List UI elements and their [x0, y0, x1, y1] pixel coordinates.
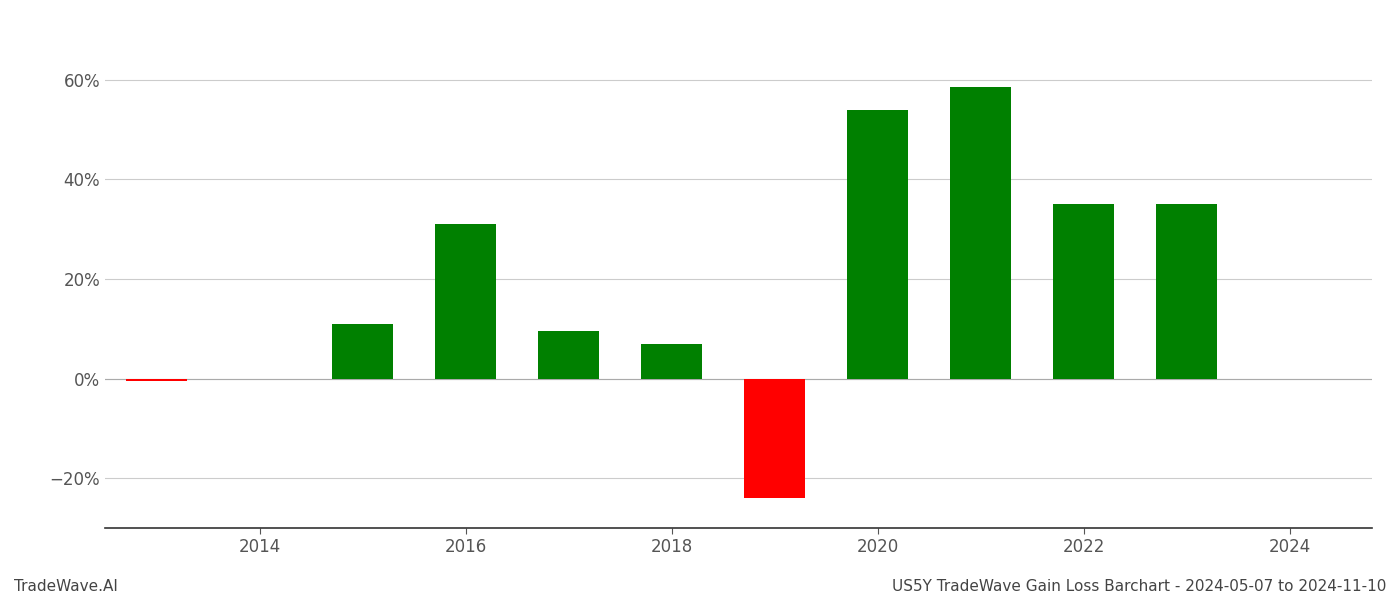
Bar — [332, 324, 393, 379]
Bar — [434, 224, 497, 379]
Bar — [126, 379, 188, 381]
Bar — [1053, 204, 1114, 379]
Text: US5Y TradeWave Gain Loss Barchart - 2024-05-07 to 2024-11-10: US5Y TradeWave Gain Loss Barchart - 2024… — [892, 579, 1386, 594]
Bar — [847, 110, 909, 379]
Bar — [538, 331, 599, 379]
Bar — [1155, 204, 1218, 379]
Bar — [949, 87, 1011, 379]
Bar — [641, 344, 703, 379]
Bar — [743, 379, 805, 498]
Text: TradeWave.AI: TradeWave.AI — [14, 579, 118, 594]
